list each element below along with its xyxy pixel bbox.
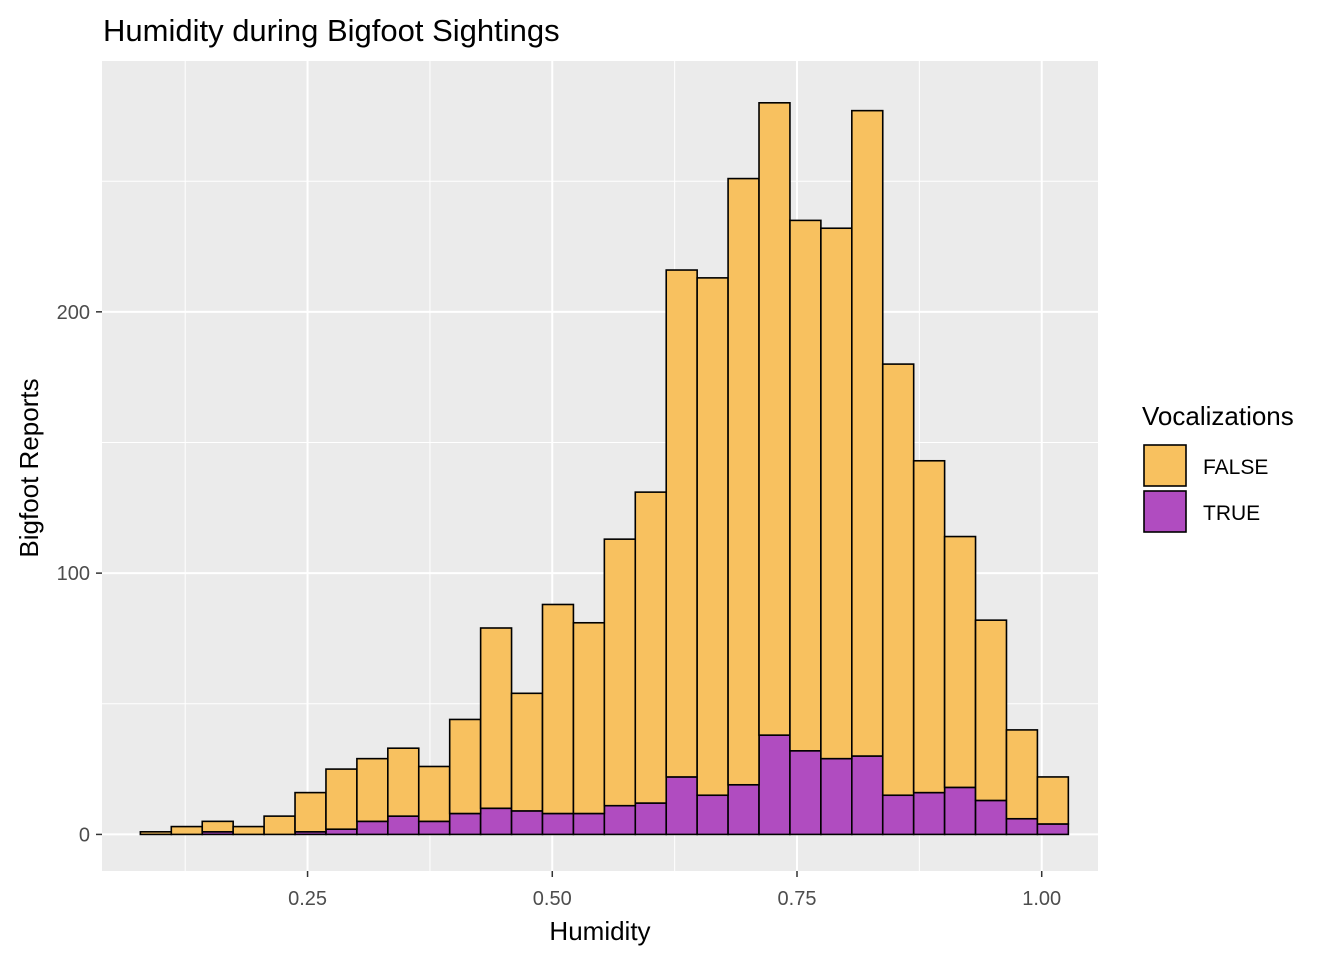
legend-key-true [1143,490,1187,533]
bars-layer [139,102,1070,836]
bar-false-21 [789,219,822,752]
bar-true-13 [541,812,575,836]
y-tick-label: 200 [57,302,90,324]
bar-true-25 [912,791,946,836]
y-tick-label: 100 [57,563,90,585]
bar-true-14 [572,812,606,836]
legend-label-true: TRUE [1203,502,1260,525]
bar-true-15 [603,804,637,836]
bar-false-2 [201,820,234,833]
bar-false-10 [448,718,482,815]
bar-false-17 [665,269,698,778]
bar-false-22 [820,227,853,760]
bar-false-9 [417,765,451,823]
bar-false-25 [912,459,946,794]
bar-true-29 [1036,823,1070,836]
x-tick-label: 0.75 [778,888,817,910]
bar-false-29 [1036,776,1070,825]
bar-false-12 [510,692,544,812]
x-axis-title: Humidity [549,916,650,946]
bar-false-28 [1005,729,1039,820]
bar-false-5 [294,791,327,833]
bar-false-4 [263,815,296,836]
bar-false-7 [356,757,389,823]
bar-true-27 [974,799,1008,836]
bar-false-20 [758,102,791,736]
bar-false-18 [696,277,729,797]
y-tick-label: 0 [79,824,90,846]
y-axis: 0 100 200 [57,302,102,846]
bar-true-10 [448,812,482,836]
bar-false-24 [881,363,915,797]
legend: Vocalizations FALSE TRUE [1142,401,1294,533]
bar-false-16 [634,491,668,804]
x-tick-label: 1.00 [1022,888,1061,910]
bar-false-26 [943,535,977,789]
x-tick-label: 0.25 [288,888,327,910]
bar-false-19 [727,177,760,786]
bar-false-13 [541,603,575,815]
bar-false-23 [851,109,884,757]
bar-true-17 [665,776,698,836]
x-tick-label: 0.50 [533,888,572,910]
bar-true-19 [727,783,760,836]
bar-true-18 [696,794,729,836]
bar-false-8 [387,747,420,817]
bar-false-0 [139,831,173,836]
bar-false-14 [572,621,606,815]
bar-false-3 [232,825,265,836]
bar-true-28 [1005,817,1039,836]
chart-title: Humidity during Bigfoot Sightings [103,13,560,48]
bar-true-23 [851,755,884,836]
bar-true-24 [881,794,915,836]
bar-false-11 [479,627,513,810]
y-axis-title: Bigfoot Reports [14,378,44,557]
x-axis: 0.25 0.50 0.75 1.00 [288,871,1061,910]
bar-false-1 [170,825,204,836]
bar-false-15 [603,538,637,807]
bar-true-26 [943,786,977,836]
bar-true-8 [387,815,420,836]
bar-true-16 [634,802,668,836]
bar-true-11 [479,807,513,836]
legend-title: Vocalizations [1142,401,1294,431]
legend-key-false [1143,444,1187,487]
bar-true-12 [510,810,544,836]
legend-label-false: FALSE [1203,456,1268,479]
bar-true-21 [789,750,822,836]
bar-false-6 [325,768,358,830]
bar-true-7 [356,820,389,836]
bar-false-27 [974,619,1008,802]
bar-true-22 [820,757,853,836]
bar-true-9 [417,820,451,836]
bar-true-20 [758,734,791,836]
